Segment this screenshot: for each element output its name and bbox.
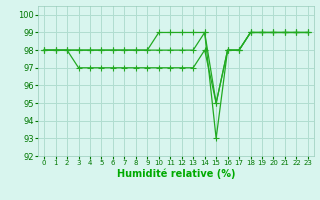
- X-axis label: Humidité relative (%): Humidité relative (%): [117, 169, 235, 179]
